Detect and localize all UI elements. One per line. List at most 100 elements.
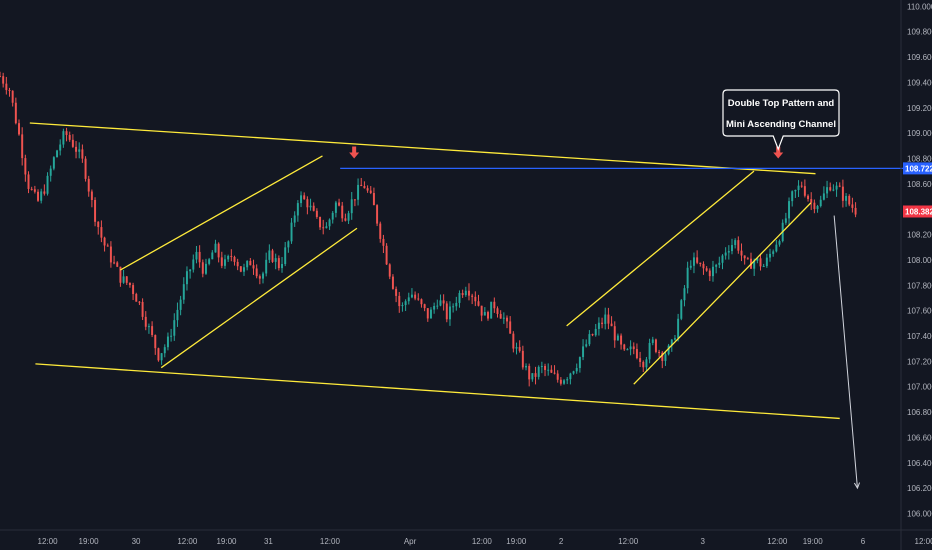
candle-body — [531, 373, 534, 380]
candle-body — [705, 268, 708, 271]
candle-body — [363, 186, 366, 189]
candle-body — [721, 255, 724, 263]
candle-body — [214, 243, 217, 253]
left-channel-upper-line — [119, 155, 323, 271]
candle-body — [410, 294, 413, 298]
x-tick-label: 2 — [559, 537, 564, 546]
candle-body — [597, 322, 600, 329]
price-axis[interactable]: 110.000 109.800 109.600 109.400 109.200 109.0… — [900, 0, 932, 550]
candle-body — [553, 372, 556, 374]
candle-body — [8, 90, 11, 92]
candle-body — [331, 212, 334, 220]
candle-body — [268, 250, 271, 260]
candle-body — [566, 379, 569, 381]
y-tick-label: 109.000 — [907, 129, 932, 138]
candle-body — [369, 190, 372, 193]
annotation-box — [722, 89, 840, 151]
x-tick-label: 19:00 — [216, 537, 237, 546]
candle-body — [791, 191, 794, 202]
candle-body — [353, 199, 356, 201]
candle-body — [461, 293, 464, 296]
y-tick-label: 109.600 — [907, 53, 932, 62]
candle-body — [521, 350, 524, 368]
candle-body — [21, 134, 24, 159]
candle-body — [417, 298, 420, 300]
candle-body — [445, 303, 448, 320]
candle-body — [765, 257, 768, 267]
candle-body — [426, 308, 429, 319]
time-axis[interactable]: 12:00 19:00 30 12:00 19:00 31 12:00 Apr 12:00 19:… — [0, 529, 932, 546]
candle-body — [845, 195, 848, 201]
candle-body — [287, 241, 290, 248]
candle-body — [395, 288, 398, 296]
x-tick-label: 3 — [701, 537, 706, 546]
candle-body — [483, 312, 486, 316]
candle-body — [629, 346, 632, 350]
candle-body — [623, 344, 626, 350]
candle-body — [423, 304, 426, 309]
candle-body — [826, 187, 829, 194]
candle-body — [97, 221, 100, 228]
candle-body — [87, 178, 90, 192]
candle-body — [56, 150, 59, 158]
y-tick-label: 107.000 — [907, 383, 932, 392]
candle-body — [376, 205, 379, 224]
candle-body — [439, 300, 442, 306]
candle-body — [319, 216, 322, 228]
candle-body — [312, 205, 315, 211]
candle-body — [347, 213, 350, 221]
candle-body — [37, 191, 40, 201]
candle-body — [309, 205, 312, 208]
price-label-text: 108.722 — [905, 164, 932, 173]
y-tick-label: 107.800 — [907, 281, 932, 290]
y-tick-label: 108.800 — [907, 154, 932, 163]
candle-body — [578, 357, 581, 369]
candle-body — [433, 305, 436, 310]
candle-body — [582, 346, 585, 358]
candle-body — [11, 90, 14, 103]
candle-body — [746, 258, 749, 260]
candle-body — [204, 263, 207, 274]
candle-body — [620, 335, 623, 345]
candle-body — [176, 309, 179, 321]
candle-body — [255, 268, 258, 277]
right-channel-upper-line — [566, 170, 755, 327]
candle-body — [249, 260, 252, 266]
candle-body — [651, 339, 654, 343]
candle-body — [632, 346, 635, 350]
x-tick-label: 12:00 — [767, 537, 788, 546]
x-tick-label: 19:00 — [506, 537, 527, 546]
y-tick-label: 108.200 — [907, 231, 932, 240]
candle-body — [198, 251, 201, 263]
candle-body — [467, 290, 470, 296]
candle-body — [810, 199, 813, 203]
candle-body — [756, 258, 759, 261]
candle-body — [683, 288, 686, 301]
candle-body — [699, 262, 702, 264]
candle-body — [366, 188, 369, 191]
candle-body — [296, 203, 299, 216]
candle-body — [90, 191, 93, 200]
x-tick-label: 12:00 — [177, 537, 198, 546]
candle-body — [33, 189, 36, 192]
candle-body — [635, 349, 638, 359]
candle-body — [252, 265, 255, 269]
candle-body — [94, 199, 97, 222]
candle-body — [84, 158, 87, 179]
candle-body — [360, 184, 363, 187]
candle-body — [667, 345, 670, 355]
candle-body — [471, 295, 474, 297]
annotation-callout[interactable]: Double Top Pattern and Mini Ascending Ch… — [722, 89, 840, 151]
candle-body — [78, 149, 81, 152]
candle-body — [816, 206, 819, 210]
candle-body — [648, 342, 651, 360]
candle-body — [525, 365, 528, 368]
candle-body — [227, 255, 230, 260]
candle-body — [854, 207, 857, 215]
candle-body — [452, 306, 455, 308]
candle-body — [81, 149, 84, 159]
candle-body — [654, 339, 657, 352]
candle-body — [300, 195, 303, 204]
